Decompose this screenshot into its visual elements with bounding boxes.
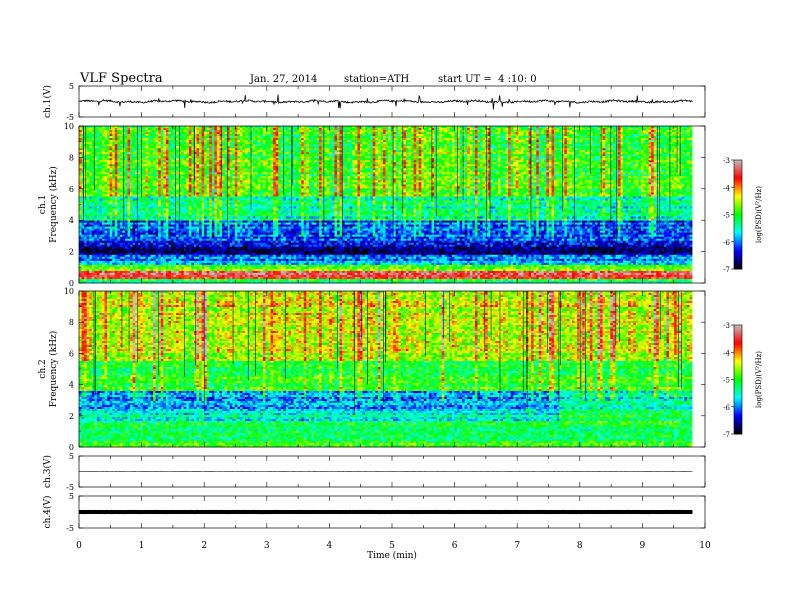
y-tick-label: 8 <box>69 318 74 327</box>
colorbar-tick: -5 <box>723 377 730 385</box>
y-tick-label: 10 <box>64 122 74 131</box>
y-tick-label: 5 <box>69 492 74 501</box>
y-tick-label: 2 <box>69 248 74 257</box>
colorbar-label: log(PSD)(V²/Hz) <box>755 351 763 408</box>
x-tick-label: 10 <box>699 541 711 551</box>
y-axis-label: ch.2 <box>38 359 48 378</box>
y-tick-label: -5 <box>66 483 74 492</box>
y-tick-label: 10 <box>64 287 74 296</box>
y-tick-label: 6 <box>69 185 74 194</box>
colorbar-tick: -5 <box>723 212 730 220</box>
waveform-ch1 <box>79 95 693 110</box>
y-tick-label: 5 <box>69 452 74 461</box>
spectrogram-ch2 <box>79 291 692 447</box>
x-tick-label: 0 <box>76 541 82 551</box>
x-tick-label: 9 <box>640 541 646 551</box>
x-tick-label: 8 <box>577 541 583 551</box>
x-tick-label: 3 <box>264 541 270 551</box>
colorbar-ch2 <box>731 325 742 435</box>
y-tick-label: 2 <box>69 412 74 421</box>
colorbar-tick: -7 <box>723 266 730 274</box>
colorbar-tick: -7 <box>723 431 730 439</box>
y-tick-label: 4 <box>69 216 74 225</box>
x-tick-label: 5 <box>389 541 395 551</box>
colorbar-label: log(PSD)(V²/Hz) <box>755 186 763 243</box>
y-tick-label: 6 <box>69 349 74 358</box>
colorbar-tick: -4 <box>723 349 730 357</box>
y-tick-label: 0 <box>69 443 74 452</box>
colorbar-tick: -6 <box>723 404 730 412</box>
y-tick-label: 4 <box>69 381 74 390</box>
y-axis-label: Frequency (kHz) <box>48 166 59 243</box>
colorbar-ch1 <box>731 160 742 270</box>
colorbar-tick: -3 <box>723 157 730 165</box>
colorbar-tick: -6 <box>723 239 730 247</box>
colorbar-tick: -4 <box>723 184 730 192</box>
y-tick-label: 5 <box>69 82 74 91</box>
y-axis-label: ch.1 <box>38 195 48 214</box>
x-tick-label: 2 <box>201 541 207 551</box>
x-tick-label: 6 <box>452 541 458 551</box>
y-axis-label: ch.4(V) <box>42 496 53 529</box>
y-axis-label: ch.1(V) <box>42 85 53 118</box>
y-axis-label: ch.3(V) <box>42 455 53 488</box>
y-tick-label: -5 <box>66 113 74 122</box>
y-tick-label: 8 <box>69 153 74 162</box>
vlf-figure: 5-5ch.1(V)-3-4-5-6-7log(PSD)(V²/Hz)02468… <box>0 0 792 612</box>
spectrogram-ch1 <box>79 126 692 283</box>
y-tick-label: -5 <box>66 524 74 533</box>
y-axis-label: Frequency (kHz) <box>48 331 59 408</box>
x-tick-label: 1 <box>139 541 145 551</box>
x-tick-label: 7 <box>514 541 520 551</box>
x-axis-label: Time (min) <box>367 550 417 561</box>
colorbar-tick: -3 <box>723 322 730 330</box>
x-tick-label: 4 <box>327 541 333 551</box>
